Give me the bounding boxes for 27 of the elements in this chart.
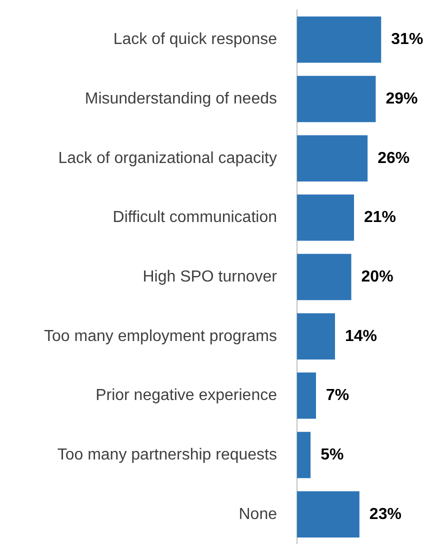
y-tick-label: Prior negative experience (96, 387, 278, 404)
bar (297, 194, 354, 241)
data-label: 26% (378, 150, 410, 167)
bar (297, 135, 368, 182)
y-tick-label: Too many partnership requests (57, 446, 277, 464)
data-label: 29% (386, 90, 418, 108)
data-label: 20% (361, 268, 394, 286)
data-label: 23% (369, 506, 402, 523)
data-label: 21% (364, 209, 396, 226)
y-tick-label: Too many employment programs (44, 328, 277, 345)
bar (297, 76, 376, 122)
y-tick-label: Lack of organizational capacity (58, 150, 277, 167)
bar (297, 16, 382, 63)
y-tick-label: High SPO turnover (142, 268, 278, 286)
data-label: 7% (326, 387, 350, 404)
y-tick-label: Lack of quick response (113, 31, 278, 48)
data-label: 5% (320, 446, 344, 464)
y-tick-label: Misunderstanding of needs (84, 90, 277, 108)
bar (297, 313, 335, 360)
data-label: 14% (345, 328, 378, 345)
data-label: 31% (391, 31, 424, 48)
y-tick-label: Difficult communication (112, 209, 277, 226)
bar (297, 491, 360, 538)
y-tick-label: None (238, 506, 278, 523)
bar (297, 372, 316, 419)
bar (297, 254, 352, 300)
bar (297, 432, 311, 478)
